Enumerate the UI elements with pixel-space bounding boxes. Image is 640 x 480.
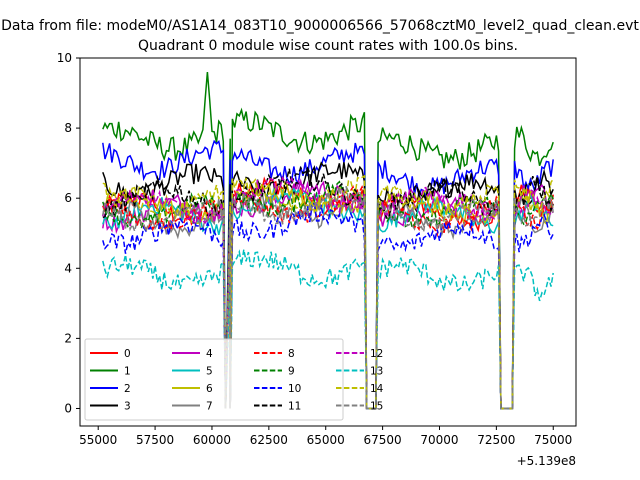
y-tick-label: 6: [64, 191, 72, 205]
series-line-13: [102, 249, 554, 410]
legend-label-14: 14: [370, 383, 384, 395]
series-line-1: [102, 71, 554, 410]
legend-label-10: 10: [288, 383, 301, 395]
x-tick-label: 65000: [307, 433, 345, 447]
y-axis: 0 2 4 6 8 10: [57, 51, 80, 415]
x-tick-label: 75000: [534, 433, 572, 447]
series-line-10: [102, 200, 554, 410]
legend-label-6: 6: [206, 383, 213, 395]
legend-label-13: 13: [370, 366, 383, 378]
series-line-3: [102, 161, 554, 410]
y-tick-label: 4: [64, 261, 72, 275]
legend-label-1: 1: [124, 366, 131, 378]
series-line-11: [102, 165, 554, 410]
y-tick-label: 8: [64, 121, 72, 135]
legend-box: [84, 338, 344, 421]
series-layer: [102, 71, 554, 410]
legend-label-12: 12: [370, 348, 383, 360]
x-tick-label: 55000: [79, 433, 117, 447]
legend-label-15: 15: [370, 401, 383, 413]
legend-label-5: 5: [206, 366, 213, 378]
x-tick-label: 60000: [193, 433, 231, 447]
x-tick-label: 57500: [136, 433, 174, 447]
x-axis: 55000 57500 60000 62500 65000 67500 70000 72500…: [79, 426, 572, 447]
x-tick-label: 67500: [364, 433, 402, 447]
series-line-15: [102, 186, 554, 410]
legend-label-7: 7: [206, 401, 213, 413]
legend-label-3: 3: [124, 401, 131, 413]
x-tick-label: 62500: [250, 433, 288, 447]
legend-label-11: 11: [288, 401, 301, 413]
x-tick-label: 72500: [477, 433, 515, 447]
y-tick-label: 2: [64, 331, 72, 345]
y-tick-label: 10: [57, 51, 72, 65]
legend-label-4: 4: [206, 348, 213, 360]
series-line-12: [102, 175, 554, 410]
legend-label-0: 0: [124, 348, 131, 360]
legend-label-8: 8: [288, 348, 295, 360]
x-axis-offset-label: +5.139e8: [517, 454, 576, 468]
plot-area-frame: [79, 57, 577, 427]
chart-title: Quadrant 0 module wise count rates with …: [138, 38, 518, 54]
legend-label-2: 2: [124, 383, 131, 395]
y-tick-label: 0: [64, 401, 72, 415]
legend-label-9: 9: [288, 366, 295, 378]
x-tick-label: 70000: [420, 433, 458, 447]
figure-suptitle: Data from file: modeM0/AS1A14_083T10_900…: [1, 18, 639, 34]
